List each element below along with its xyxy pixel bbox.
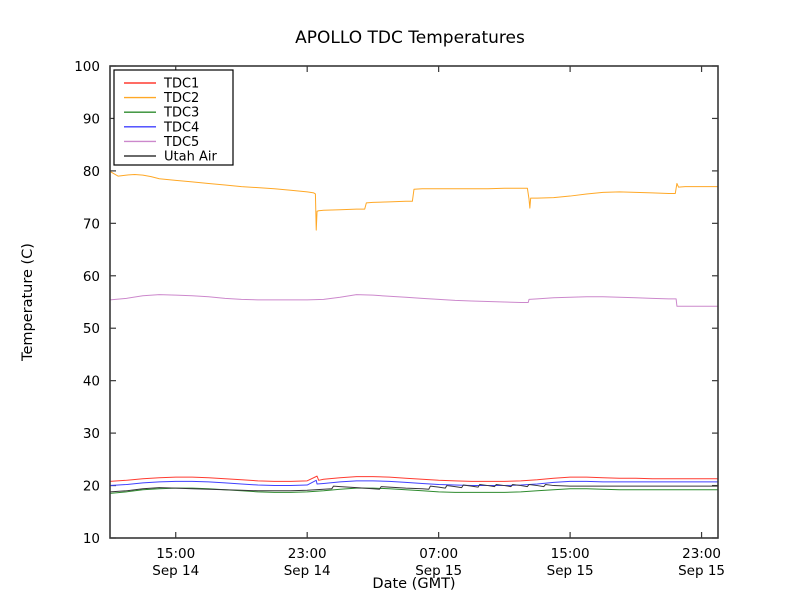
y-axis-ticks: 10 20 30 40 50 60 70 80 90 100: [74, 59, 718, 547]
y-tick-label: 100: [74, 59, 100, 75]
y-tick-label: 80: [83, 164, 100, 180]
x-tick-label-time: 23:00: [288, 546, 327, 562]
series-line-tdc1: [109, 475, 719, 482]
x-tick-label-time: 15:00: [551, 546, 590, 562]
y-axis-label: Temperature (C): [20, 243, 36, 362]
x-tick-label-date: Sep 15: [415, 563, 462, 579]
series-line-tdc5: [109, 294, 719, 307]
y-tick-label: 20: [83, 479, 100, 495]
legend-label-utah-air[interactable]: Utah Air: [164, 150, 217, 165]
legend-label-tdc2[interactable]: TDC2: [163, 91, 199, 106]
x-tick-label-time: 23:00: [682, 546, 721, 562]
series-line-utah-air: [109, 484, 719, 493]
series-lines: [109, 170, 719, 494]
legend-label-tdc5[interactable]: TDC5: [163, 135, 199, 150]
x-tick-label-time: 07:00: [419, 546, 458, 562]
chart-title: APOLLO TDC Temperatures: [295, 28, 525, 48]
series-line-tdc4: [109, 479, 719, 487]
legend-label-tdc3[interactable]: TDC3: [163, 106, 199, 121]
x-tick-label-time: 15:00: [156, 546, 195, 562]
x-axis-label: Date (GMT): [372, 576, 455, 592]
x-tick-label-date: Sep 15: [678, 563, 725, 579]
series-line-tdc2: [109, 170, 719, 231]
y-tick-label: 30: [83, 426, 100, 442]
legend-label-tdc1[interactable]: TDC1: [163, 77, 199, 92]
y-tick-label: 90: [83, 111, 100, 127]
x-tick-label-date: Sep 14: [152, 563, 199, 579]
x-tick-label-date: Sep 15: [547, 563, 594, 579]
legend-background: [113, 69, 234, 166]
x-tick-label-date: Sep 14: [284, 563, 331, 579]
y-tick-label: 50: [83, 321, 100, 337]
legend-label-tdc4[interactable]: TDC4: [163, 120, 199, 135]
plot-frame: [109, 65, 719, 539]
y-tick-label: 10: [83, 531, 100, 547]
y-tick-label: 60: [83, 269, 100, 285]
y-tick-label: 40: [83, 374, 100, 390]
y-tick-label: 70: [83, 216, 100, 232]
